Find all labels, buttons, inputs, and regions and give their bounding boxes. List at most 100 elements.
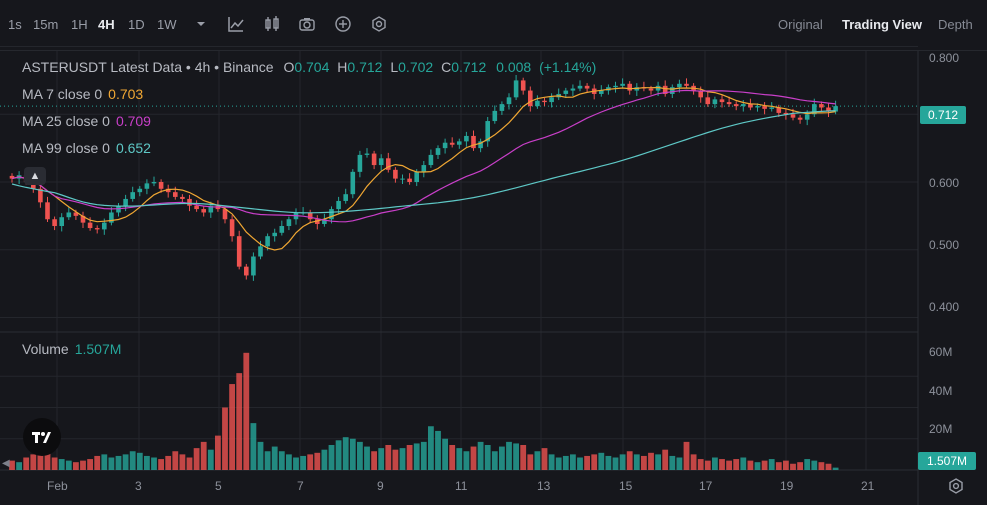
volume-bar <box>207 449 214 470</box>
candle <box>393 169 398 179</box>
time-tick-3: 3 <box>135 479 142 493</box>
volume-bar <box>264 451 271 470</box>
candle <box>442 142 448 149</box>
volume-bar <box>406 445 413 470</box>
volume-bar <box>80 460 86 470</box>
tradingview-logo[interactable] <box>23 418 61 456</box>
volume-bar <box>314 452 321 470</box>
indicator-chart-icon[interactable] <box>226 14 246 34</box>
candle <box>776 107 782 113</box>
candle <box>343 194 348 201</box>
candle <box>38 188 43 203</box>
candle <box>485 121 490 142</box>
time-tick-13: 13 <box>537 479 551 493</box>
volume-bar <box>683 441 690 470</box>
volume-bar <box>676 457 683 470</box>
candle <box>272 232 277 237</box>
volume-bar <box>51 457 58 470</box>
volume-bar <box>271 446 278 470</box>
volume-bar <box>747 460 754 470</box>
candle <box>826 107 831 112</box>
volume-bar <box>186 457 193 470</box>
price-tick-0800: 0.800 <box>929 51 960 65</box>
candle <box>833 106 838 112</box>
ma7-label: MA 7 close 0 <box>22 86 103 102</box>
candle <box>66 212 72 218</box>
volume-tick-60m: 60M <box>929 345 953 359</box>
plus-circle-icon[interactable] <box>333 14 353 34</box>
chevron-down-icon[interactable] <box>191 14 211 34</box>
low-value: 0.702 <box>398 59 434 75</box>
volume-bar <box>598 452 605 470</box>
volume-bar <box>463 451 470 470</box>
volume-bar <box>435 430 441 470</box>
ma25-line <box>11 89 836 223</box>
view-trading-view[interactable]: Trading View <box>842 17 922 32</box>
timeframe-4h[interactable]: 4H <box>98 17 115 32</box>
candle <box>73 212 79 216</box>
volume-bar <box>136 452 143 470</box>
timeframe-15m[interactable]: 15m <box>33 17 59 32</box>
candle <box>123 198 128 206</box>
collapse-legend-button[interactable]: ▲ <box>24 167 46 185</box>
volume-bar <box>172 451 179 470</box>
volume-bar <box>520 445 527 470</box>
volume-bar <box>484 445 491 470</box>
candle <box>144 183 150 189</box>
timeframe-1s[interactable]: 1s <box>8 17 22 32</box>
candle-settings-icon[interactable] <box>262 14 282 34</box>
candle <box>797 117 803 120</box>
volume-bar <box>179 454 186 470</box>
volume-bar <box>87 459 93 470</box>
volume-bar <box>129 451 136 470</box>
volume-bar <box>364 446 370 470</box>
candle <box>755 106 760 108</box>
candle <box>528 90 533 107</box>
view-depth[interactable]: Depth <box>938 17 973 32</box>
volume-bar <box>612 457 619 470</box>
candle <box>102 222 107 230</box>
volume-bar <box>65 460 72 470</box>
symbol-title: ASTERUSDT Latest Data • 4h • Binance <box>22 59 274 75</box>
candle <box>187 198 192 206</box>
timeframe-1h[interactable]: 1H <box>71 17 88 32</box>
volume-bar <box>811 460 818 470</box>
candle <box>194 205 199 210</box>
candle <box>506 97 512 105</box>
candle <box>94 228 100 230</box>
volume-bar <box>733 459 740 470</box>
chart-settings-icon[interactable] <box>947 477 965 495</box>
candle <box>570 88 576 91</box>
volume-bar <box>151 457 157 470</box>
volume-bar <box>73 462 79 470</box>
candle <box>733 104 739 107</box>
volume-bar <box>243 352 250 470</box>
candle <box>577 85 583 89</box>
volume-bar <box>754 462 761 470</box>
volume-bar <box>428 426 434 470</box>
candle <box>627 83 632 91</box>
volume-bar <box>371 451 377 470</box>
timeframe-1w[interactable]: 1W <box>157 17 177 32</box>
candle <box>655 85 661 91</box>
volume-bar <box>193 448 200 470</box>
volume-bar <box>335 440 342 470</box>
volume-bar <box>378 448 385 470</box>
candle <box>59 217 64 227</box>
volume-bar <box>719 459 725 470</box>
ma99-value: 0.652 <box>115 140 151 156</box>
timeframe-1d[interactable]: 1D <box>128 17 145 32</box>
camera-icon[interactable] <box>297 14 317 34</box>
candle <box>322 219 327 224</box>
hexagon-settings-icon[interactable] <box>369 14 389 34</box>
candle <box>726 102 732 105</box>
current-volume-label: 1.507M <box>918 452 976 470</box>
view-original[interactable]: Original <box>778 17 823 32</box>
candle <box>201 209 206 213</box>
volume-bar <box>697 459 704 470</box>
candle <box>549 97 554 103</box>
volume-bar <box>641 455 647 470</box>
scroll-left-icon[interactable]: ◀ <box>2 458 10 469</box>
volume-bar <box>321 449 328 470</box>
